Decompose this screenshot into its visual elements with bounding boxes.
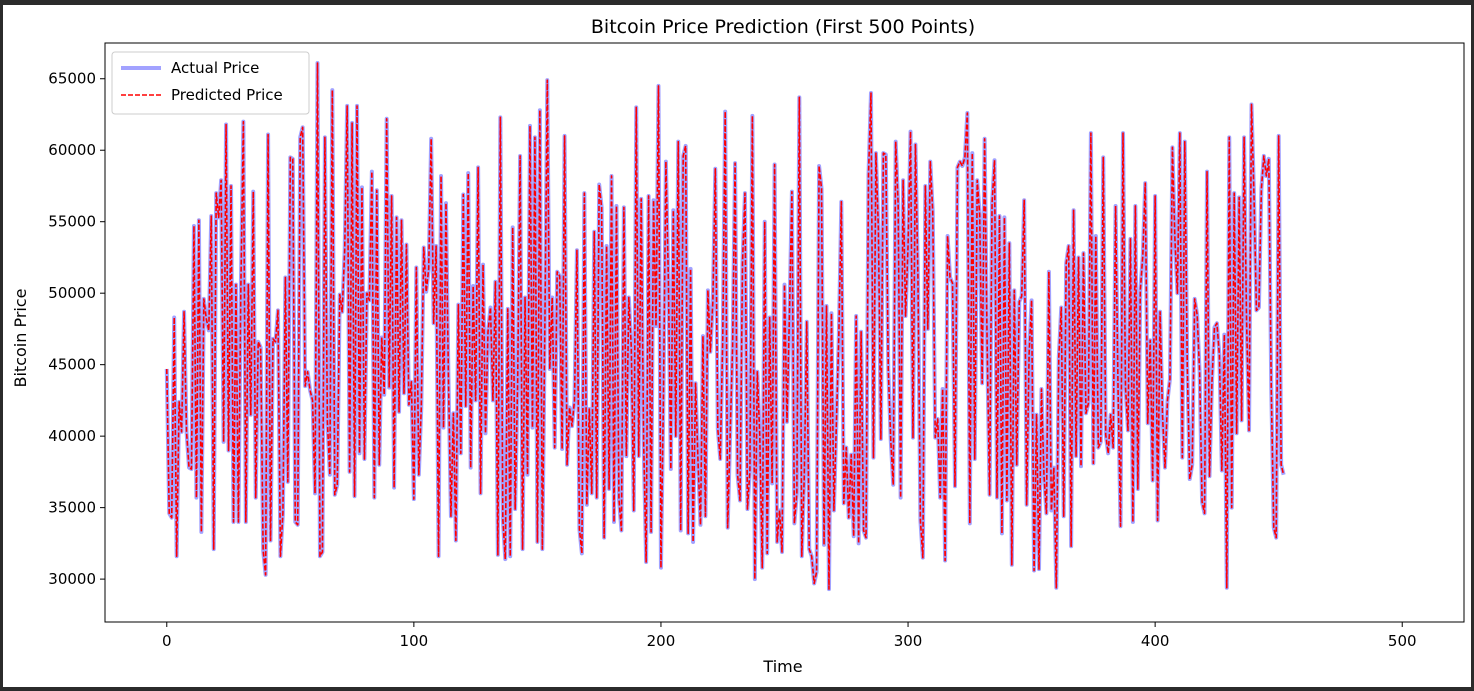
y-tick-label: 50000 <box>48 284 96 302</box>
x-tick-label: 200 <box>647 632 676 650</box>
y-tick-label: 65000 <box>48 70 96 88</box>
legend-label-actual: Actual Price <box>171 59 259 77</box>
y-tick-label: 40000 <box>48 427 96 445</box>
x-tick-label: 500 <box>1388 632 1417 650</box>
plot-frame <box>104 42 1465 623</box>
y-tick-label: 55000 <box>48 213 96 231</box>
legend-label-predicted: Predicted Price <box>171 86 283 104</box>
y-tick-label: 45000 <box>48 356 96 374</box>
x-tick-label: 100 <box>400 632 429 650</box>
y-tick-label: 60000 <box>48 141 96 159</box>
x-tick-label: 300 <box>894 632 923 650</box>
y-tick-label: 30000 <box>48 570 96 588</box>
figure: Bitcoin Price Prediction (First 500 Poin… <box>3 5 1471 687</box>
line-chart: Bitcoin Price Prediction (First 500 Poin… <box>11 16 1465 676</box>
legend-box <box>111 51 310 115</box>
x-tick-label: 0 <box>162 632 172 650</box>
y-tick-label: 35000 <box>48 499 96 517</box>
predicted-price-line <box>165 62 1285 590</box>
x-tick-label: 400 <box>1141 632 1170 650</box>
series-layer <box>164 61 1286 592</box>
axes-layer: 0 100 200 300 400 500 30000 35000 40000 45000 5000… <box>48 42 1465 650</box>
legend: Actual Price Predicted Price <box>111 51 310 115</box>
x-axis-label: Time <box>762 657 802 676</box>
chart-title: Bitcoin Price Prediction (First 500 Poin… <box>591 16 975 38</box>
y-axis-label: Bitcoin Price <box>11 289 30 388</box>
